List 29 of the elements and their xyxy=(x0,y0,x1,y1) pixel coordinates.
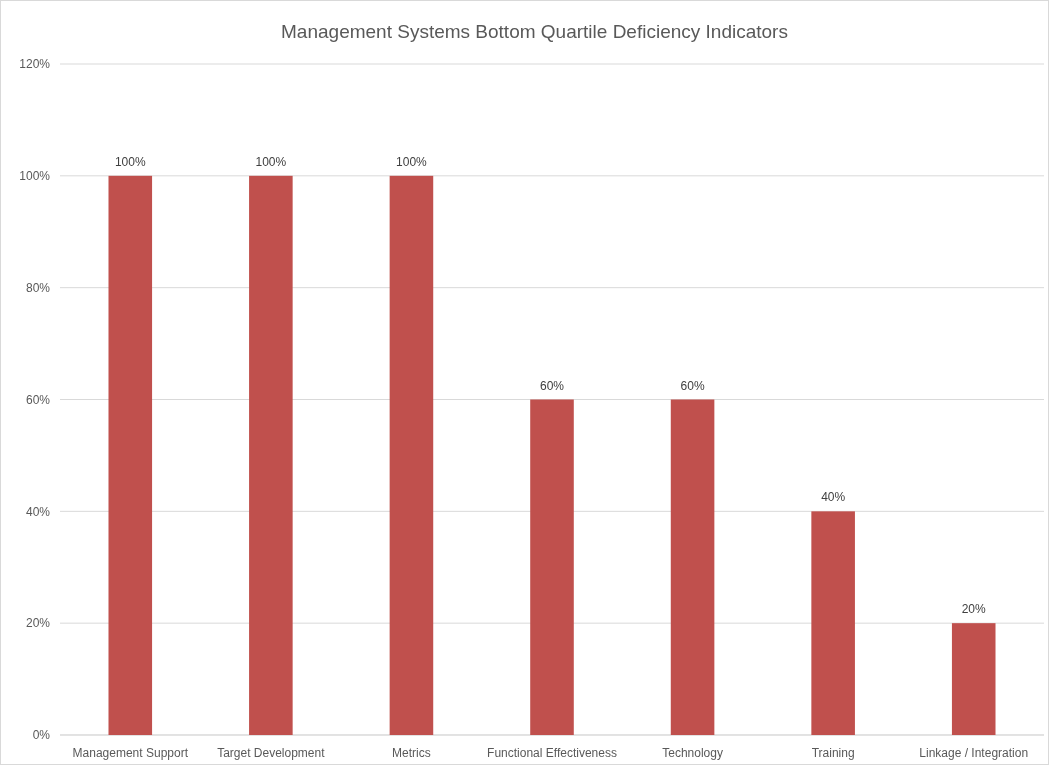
bar xyxy=(670,399,715,735)
data-label: 100% xyxy=(396,154,428,169)
data-label: 60% xyxy=(680,378,705,393)
y-tick-label: 120% xyxy=(19,57,51,72)
x-tick-label: Management Support xyxy=(72,746,189,760)
x-tick-label: Metrics xyxy=(392,746,431,760)
y-tick-label: 80% xyxy=(25,280,51,295)
bar xyxy=(108,175,153,735)
y-tick-label: 100% xyxy=(19,169,51,184)
data-label: 20% xyxy=(961,602,987,617)
bar xyxy=(811,511,855,735)
y-tick-label: 0% xyxy=(32,728,51,743)
y-tick-label: 20% xyxy=(25,616,51,631)
bar xyxy=(951,623,996,735)
bar xyxy=(389,175,434,735)
y-tick-label: 60% xyxy=(25,392,51,407)
x-tick-label: Technology xyxy=(662,746,723,760)
bar xyxy=(530,399,574,735)
bar xyxy=(249,175,293,735)
data-label: 100% xyxy=(114,154,146,169)
x-tick-label: Target Development xyxy=(217,746,326,760)
data-label: 100% xyxy=(255,154,287,169)
data-label: 40% xyxy=(821,490,846,505)
x-tick-label: Functional Effectiveness xyxy=(487,746,617,760)
chart-title: Management Systems Bottom Quartile Deficiency Indicators xyxy=(281,21,788,42)
data-label: 60% xyxy=(539,378,565,393)
x-tick-label: Linkage / Integration xyxy=(919,746,1029,760)
x-tick-label: Training xyxy=(811,746,855,760)
y-tick-label: 40% xyxy=(25,504,51,519)
